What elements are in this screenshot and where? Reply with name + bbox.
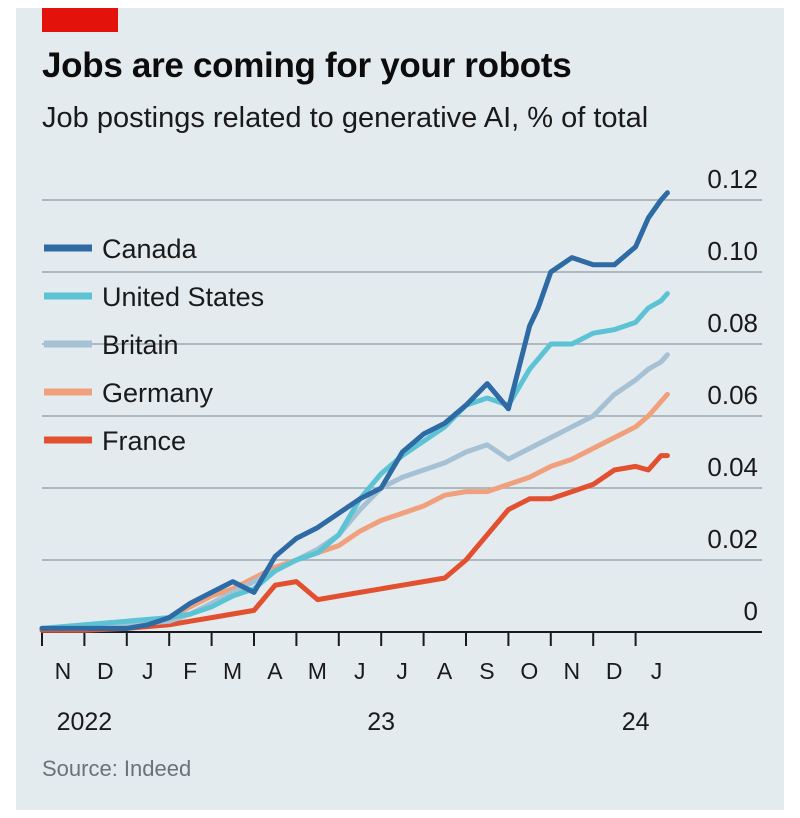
y-tick-label-6: 0.12	[707, 164, 758, 194]
month-label-4: M	[223, 658, 243, 684]
y-tick-label-5: 0.10	[707, 236, 758, 266]
chart-subtitle: Job postings related to generative AI, %…	[42, 102, 649, 134]
y-tick-label-4: 0.08	[707, 308, 758, 338]
brand-tag	[42, 8, 118, 32]
month-label-6: M	[308, 658, 328, 684]
month-label-8: J	[396, 658, 408, 684]
legend-label-united-states: United States	[102, 282, 264, 312]
month-label-9: A	[437, 658, 453, 684]
y-tick-label-0: 0	[744, 596, 758, 626]
series-line-canada	[39, 190, 670, 631]
month-label-14: J	[651, 658, 663, 684]
month-label-2: J	[142, 658, 154, 684]
month-label-11: O	[520, 658, 538, 684]
axes: 00.020.040.060.080.100.12N D J F M A M J J A S O N D J…	[41, 164, 762, 736]
month-label-7: J	[354, 658, 366, 684]
chart-title: Jobs are coming for your robots	[42, 46, 572, 85]
month-label-3: F	[183, 658, 198, 684]
legend-label-canada: Canada	[102, 234, 198, 264]
series-line-france	[39, 453, 670, 633]
month-label-5: A	[267, 658, 283, 684]
year-label-0: 2022	[57, 708, 113, 736]
legend-label-france: France	[102, 426, 186, 456]
month-label-13: D	[606, 658, 623, 684]
legend: Canada United States Britain Germany France	[44, 234, 264, 456]
gridlines	[42, 199, 762, 561]
legend-label-britain: Britain	[102, 330, 179, 360]
year-label-2: 24	[622, 708, 650, 736]
source-note: Source: Indeed	[42, 756, 192, 781]
y-tick-label-2: 0.04	[707, 452, 758, 482]
month-label-1: D	[97, 658, 114, 684]
month-label-0: N	[55, 658, 72, 684]
month-label-10: S	[479, 658, 495, 684]
year-label-1: 23	[367, 708, 395, 736]
y-tick-label-1: 0.02	[707, 524, 758, 554]
series-line-germany	[39, 391, 670, 631]
series-lines	[39, 190, 670, 633]
month-label-12: N	[563, 658, 580, 684]
y-tick-label-3: 0.06	[707, 380, 758, 410]
legend-label-germany: Germany	[102, 378, 214, 408]
